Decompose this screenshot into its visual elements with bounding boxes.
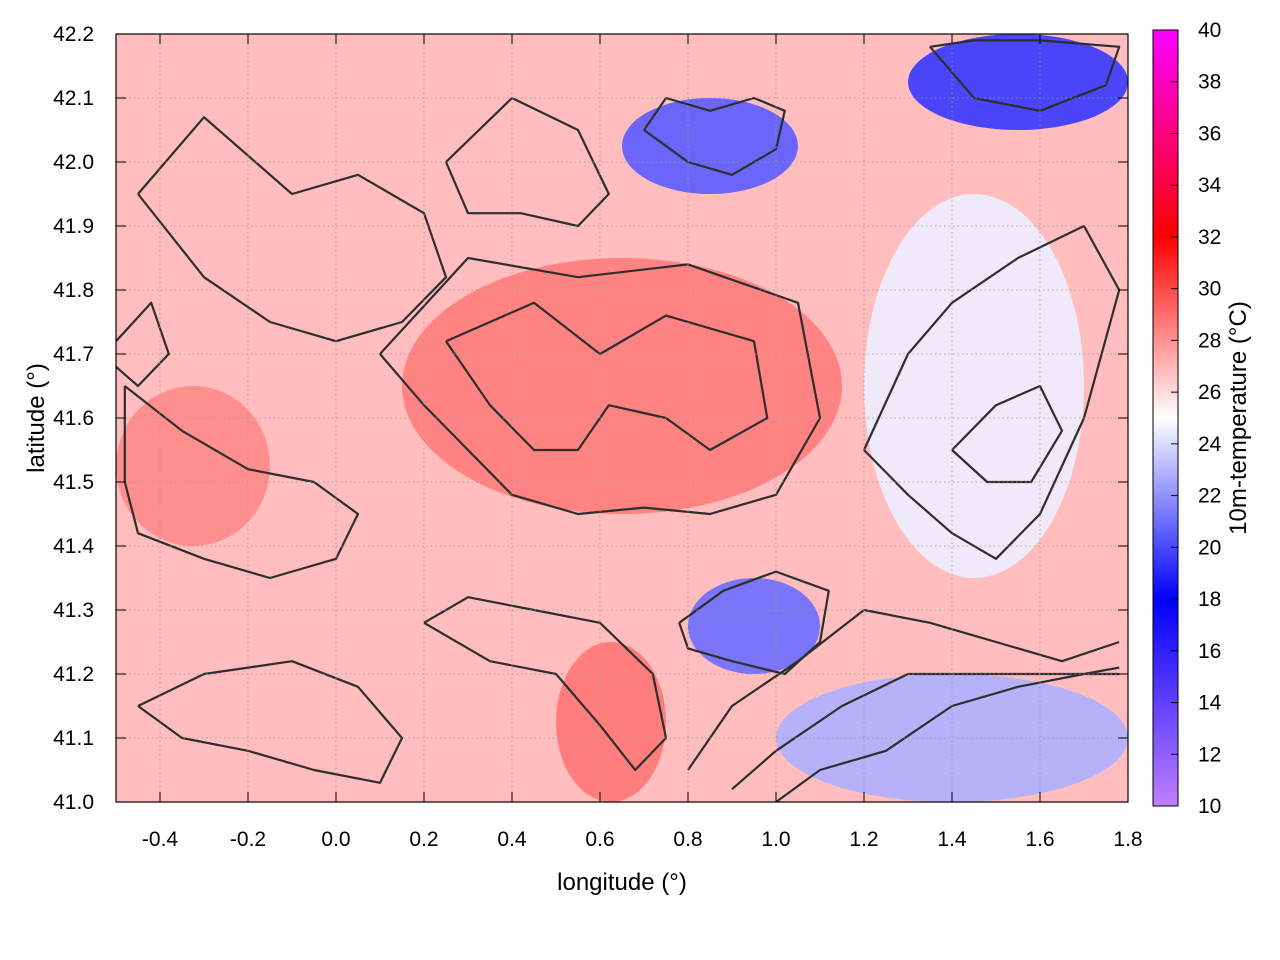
y-tick-label: 42.0 <box>53 151 94 174</box>
contour-east-inner <box>951 384 1064 484</box>
colorbar-label: 10m-temperature (°C) <box>1225 301 1252 535</box>
x-tick-label: -0.2 <box>230 828 266 851</box>
x-axis-label: longitude (°) <box>557 869 687 896</box>
y-tick-label: 41.9 <box>53 215 94 238</box>
colorbar-tick-label: 22 <box>1198 485 1221 508</box>
y-tick-label: 41.3 <box>53 599 94 622</box>
y-tick-label: 42.1 <box>53 87 94 110</box>
colorbar-tick-label: 10 <box>1198 795 1221 818</box>
contour-west-1 <box>137 116 448 343</box>
colorbar-axis: 10 12 14 16 18 20 22 24 26 28 30 32 34 36 38 40 <box>1171 19 1222 818</box>
y-tick-label: 41.4 <box>53 535 94 558</box>
colorbar-tick-label: 26 <box>1198 381 1221 404</box>
y-tick-label: 41.5 <box>53 471 94 494</box>
contour-coast-1 <box>687 608 1120 771</box>
y-tick-label: 41.1 <box>53 727 94 750</box>
y-axis: 41.0 41.1 41.2 41.3 41.4 41.5 41.6 41.7 41.8 41.9… <box>53 23 1128 814</box>
colorbar <box>1152 29 1179 807</box>
y-tick-label: 42.2 <box>53 23 94 46</box>
field-region-north-east-cool-zone <box>908 34 1128 130</box>
contour-left-edge <box>116 301 170 388</box>
colorbar-tick-label: 40 <box>1198 19 1221 42</box>
contour-southeast-cool <box>678 570 830 676</box>
y-tick-label: 41.6 <box>53 407 94 430</box>
contour-central-1 <box>379 256 822 516</box>
colorbar-tick-label: 14 <box>1198 692 1222 715</box>
x-tick-label: 1.4 <box>937 828 967 851</box>
x-tick-label: 1.8 <box>1113 828 1142 851</box>
x-axis: -0.4 -0.2 0.0 0.2 0.4 0.6 0.8 1.0 1.2 1.4 1.6 1.8 <box>142 34 1143 851</box>
field-region-north-central-cool-zone <box>622 98 798 194</box>
colorbar-tick-label: 28 <box>1198 329 1221 352</box>
x-tick-label: 0.2 <box>409 828 438 851</box>
y-tick-label: 41.2 <box>53 663 94 686</box>
x-tick-label: 0.8 <box>673 828 702 851</box>
grid-lines <box>116 33 1129 803</box>
colorbar-tick-label: 16 <box>1198 640 1221 663</box>
y-axis-label: latitude (°) <box>23 363 50 473</box>
contour-west-2 <box>123 385 360 580</box>
y-tick-label: 41.8 <box>53 279 94 302</box>
contour-southwest <box>137 660 404 784</box>
x-tick-label: 0.4 <box>497 828 527 851</box>
colorbar-tick-label: 18 <box>1198 588 1221 611</box>
field-region-southern-warm-zone <box>556 642 666 802</box>
colorbar-tick-label: 38 <box>1198 71 1221 94</box>
contour-northeast-cool <box>929 39 1121 112</box>
colorbar-tick-label: 12 <box>1198 743 1221 766</box>
colorbar-tick-label: 20 <box>1198 536 1221 559</box>
x-tick-label: 1.6 <box>1025 828 1054 851</box>
x-tick-label: 0.6 <box>585 828 614 851</box>
colorbar-tick-label: 24 <box>1198 433 1222 456</box>
y-tick-label: 41.7 <box>53 343 94 366</box>
x-tick-label: -0.4 <box>142 828 179 851</box>
x-tick-label: 0.0 <box>321 828 350 851</box>
x-tick-label: 1.0 <box>761 828 790 851</box>
field-region-south-east-cool-zone <box>688 578 820 674</box>
contour-north-central-cool <box>643 96 786 176</box>
colorbar-tick-label: 34 <box>1198 174 1222 197</box>
field-region-western-warm-zone <box>116 386 270 546</box>
colorbar-tick-label: 30 <box>1198 278 1221 301</box>
y-tick-label: 41.0 <box>53 791 94 814</box>
colorbar-tick-label: 36 <box>1198 122 1221 145</box>
field-region-eastern-mild-zone <box>864 194 1084 578</box>
contour-north-mid <box>444 96 610 228</box>
colorbar-tick-label: 32 <box>1198 226 1221 249</box>
x-tick-label: 1.2 <box>849 828 878 851</box>
